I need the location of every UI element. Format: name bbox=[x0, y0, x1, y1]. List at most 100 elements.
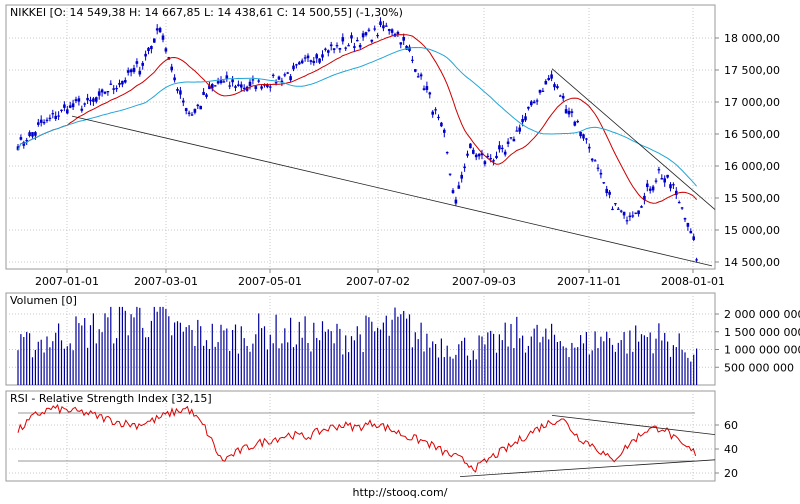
price-bar-body bbox=[631, 215, 635, 217]
price-x-tick-label: 2007-05-01 bbox=[238, 275, 302, 288]
price-y-tick-label: 17 000,00 bbox=[724, 96, 780, 109]
price-bar-body bbox=[559, 95, 562, 97]
price-bar-body bbox=[364, 32, 368, 36]
rsi-support-trendline bbox=[459, 459, 716, 477]
price-bar-body bbox=[242, 87, 246, 89]
price-bar-body bbox=[443, 129, 446, 133]
price-bar-body bbox=[463, 166, 466, 169]
price-bar-body bbox=[376, 34, 379, 37]
price-bar-body bbox=[66, 109, 69, 114]
price-bar-body bbox=[19, 137, 23, 140]
price-bar-body bbox=[472, 149, 475, 154]
price-bar-body bbox=[434, 109, 437, 111]
price-bar-body bbox=[283, 74, 287, 76]
price-bar-body bbox=[332, 48, 336, 51]
price-bar-body bbox=[437, 116, 440, 119]
price-bar-body bbox=[95, 97, 98, 102]
volume-y-tick-label: 1 000 000 000 bbox=[724, 344, 800, 357]
price-bar-body bbox=[315, 54, 318, 59]
price-bar-body bbox=[457, 185, 461, 189]
price-bar-body bbox=[248, 81, 252, 87]
price-bar-body bbox=[353, 46, 356, 48]
price-bar-body bbox=[277, 76, 281, 80]
price-bar-body bbox=[622, 211, 626, 216]
price-bar-body bbox=[425, 86, 429, 90]
price-bar-body bbox=[124, 80, 127, 83]
price-bar-body bbox=[106, 91, 110, 93]
price-bar-body bbox=[564, 109, 568, 114]
price-bar-body bbox=[495, 155, 498, 159]
price-bar-body bbox=[663, 178, 666, 183]
price-bar-body bbox=[71, 103, 75, 108]
price-bar-body bbox=[669, 184, 672, 189]
price-bar-body bbox=[240, 84, 243, 88]
price-bar-body bbox=[590, 158, 594, 161]
price-bar-body bbox=[379, 21, 382, 26]
price-bar-body bbox=[477, 154, 481, 157]
price-bar-body bbox=[179, 90, 182, 95]
price-bar-body bbox=[274, 82, 278, 84]
price-bar-body bbox=[567, 110, 571, 115]
price-bar-body bbox=[269, 86, 272, 88]
price-bar-body bbox=[57, 115, 60, 117]
price-bar-body bbox=[518, 127, 521, 132]
price-bar-body bbox=[74, 99, 78, 102]
price-bar-body bbox=[387, 28, 391, 31]
price-x-tick-label: 2007-03-01 bbox=[134, 275, 198, 288]
price-bar-body bbox=[411, 59, 414, 61]
price-bar-body bbox=[22, 142, 26, 146]
price-bar-body bbox=[588, 146, 591, 149]
price-bar-body bbox=[254, 86, 258, 89]
price-bar-body bbox=[396, 31, 400, 35]
price-bar-body bbox=[611, 208, 614, 211]
price-panel-header: NIKKEI [O: 14 549,38 H: 14 667,85 L: 14 … bbox=[10, 6, 403, 19]
price-bar-body bbox=[651, 186, 655, 191]
price-bar-body bbox=[431, 111, 434, 115]
price-bar-body bbox=[602, 182, 606, 184]
price-bar-body bbox=[45, 119, 49, 121]
price-bar-body bbox=[202, 91, 205, 95]
price-bar-body bbox=[512, 138, 516, 142]
price-bar-body bbox=[625, 220, 629, 222]
price-bar-body bbox=[150, 46, 153, 50]
price-bar-body bbox=[335, 45, 339, 47]
price-bar-body bbox=[225, 75, 229, 79]
price-bar-body bbox=[28, 132, 31, 137]
rsi-panel-header: RSI - Relative Strength Index [32,15] bbox=[10, 392, 212, 405]
price-bar-body bbox=[103, 91, 107, 94]
price-bar-body bbox=[158, 28, 162, 33]
price-bar-body bbox=[187, 112, 191, 114]
price-bar-body bbox=[216, 81, 220, 84]
price-bar-body bbox=[469, 143, 472, 149]
price-bar-body bbox=[350, 35, 353, 39]
price-bar-body bbox=[182, 100, 185, 103]
price-bar-body bbox=[298, 62, 301, 65]
price-bar-body bbox=[419, 74, 423, 77]
price-bar-body bbox=[100, 89, 104, 93]
price-bar-body bbox=[132, 67, 136, 72]
price-bar-body bbox=[440, 122, 443, 127]
price-bar-body bbox=[324, 48, 327, 50]
price-x-tick-label: 2007-09-03 bbox=[452, 275, 516, 288]
price-bar-body bbox=[556, 86, 559, 89]
volume-y-tick-label: 500 000 000 bbox=[724, 361, 794, 374]
rsi-y-tick-label: 40 bbox=[724, 443, 738, 456]
price-bar-body bbox=[648, 188, 652, 191]
price-bar-body bbox=[550, 74, 553, 79]
price-bar-body bbox=[138, 70, 142, 75]
price-bar-body bbox=[538, 89, 542, 93]
price-bar-body bbox=[483, 161, 487, 165]
rsi-panel-frame bbox=[5, 390, 716, 482]
price-bar-body bbox=[286, 72, 289, 74]
price-x-tick-label: 2007-11-01 bbox=[557, 275, 621, 288]
price-bar-body bbox=[637, 210, 640, 215]
price-bar-body bbox=[402, 37, 405, 41]
price-bar-body bbox=[329, 44, 333, 47]
price-bar-body bbox=[605, 188, 608, 194]
price-bar-body bbox=[358, 45, 362, 48]
price-bar-body bbox=[367, 29, 371, 31]
price-y-tick-label: 16 000,00 bbox=[724, 160, 780, 173]
price-bar-body bbox=[309, 60, 313, 62]
volume-y-tick-label: 1 500 000 000 bbox=[724, 326, 800, 339]
price-bar-body bbox=[474, 154, 478, 158]
